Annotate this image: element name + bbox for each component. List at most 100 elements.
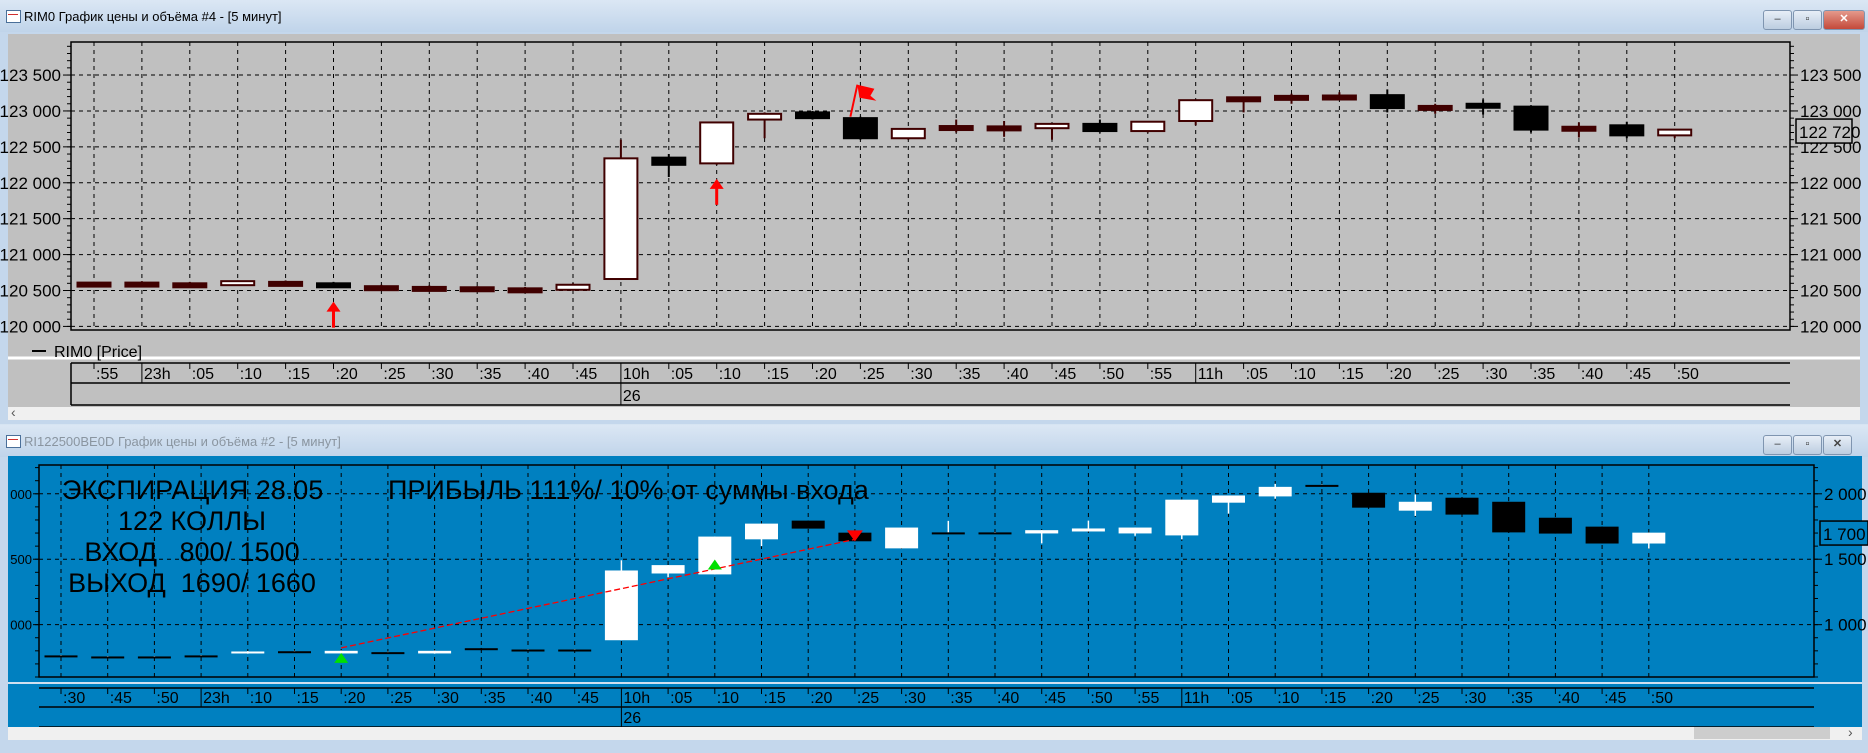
y-axis-label: 122 000 xyxy=(1800,174,1861,193)
candle xyxy=(1212,495,1245,503)
candle xyxy=(184,655,218,658)
y-axis-label-left: 120 500 xyxy=(0,281,61,300)
current-price-box xyxy=(1795,118,1853,144)
candle xyxy=(986,125,1022,132)
close-button[interactable]: ✕ xyxy=(1823,10,1865,30)
time-axis-label: :45 xyxy=(1604,690,1626,707)
time-axis-label: :25 xyxy=(1417,690,1439,707)
close-button[interactable]: ✕ xyxy=(1823,435,1852,455)
y-axis-label-left: 123 500 xyxy=(0,66,61,85)
candle xyxy=(1417,104,1453,111)
price-chart[interactable]: 120 000 120 000 120 500 120 500 121 000 121 0… xyxy=(0,0,1868,424)
candle xyxy=(1178,99,1214,123)
candle xyxy=(699,121,735,165)
time-axis-label: :20 xyxy=(343,690,365,707)
time-axis-label: 23h xyxy=(203,690,230,707)
candle xyxy=(172,282,208,289)
time-axis-label: :25 xyxy=(390,690,412,707)
candle xyxy=(464,648,498,651)
candle xyxy=(747,112,783,121)
candle xyxy=(1492,501,1526,533)
time-axis-label: :45 xyxy=(1629,366,1651,383)
minimize-button[interactable]: – xyxy=(1763,10,1792,30)
time-axis-label: 10h xyxy=(623,690,650,707)
candle xyxy=(459,286,495,293)
candle xyxy=(1321,94,1357,101)
current-price-label: 122 720 xyxy=(1799,123,1860,142)
time-axis-label: :20 xyxy=(1371,690,1393,707)
y-axis-label-left: 000 xyxy=(10,618,32,633)
plot-frame xyxy=(70,41,1791,331)
exit-annotation: ВЫХОД 1690/ 1660 xyxy=(68,568,316,598)
time-axis-label: :30 xyxy=(431,366,453,383)
y-axis-label: 1 000 xyxy=(1824,616,1867,635)
time-axis-label: :55 xyxy=(1137,690,1159,707)
time-axis-label: :25 xyxy=(1437,366,1459,383)
entry-annotation: ВХОД 800/ 1500 xyxy=(84,537,300,567)
time-axis-label: :15 xyxy=(1341,366,1363,383)
scroll-left-arrow[interactable]: ‹ xyxy=(11,404,16,420)
candle xyxy=(1082,122,1118,133)
y-axis-label-left: 123 000 xyxy=(0,102,61,121)
scrollbar-thumb[interactable] xyxy=(1694,727,1830,739)
candle xyxy=(1025,530,1059,534)
time-axis-label: :05 xyxy=(192,366,214,383)
time-axis-label: :30 xyxy=(904,690,926,707)
y-axis-label: 123 000 xyxy=(1800,102,1861,121)
option-price-chart[interactable]: 1 000 000 1 500 500 2 000 000 1 700:30:45:50 23… xyxy=(0,425,1868,753)
candle xyxy=(1561,125,1597,132)
scroll-right-arrow[interactable]: › xyxy=(1848,724,1853,740)
time-axis-label: :35 xyxy=(483,690,505,707)
candle xyxy=(1305,484,1339,487)
time-axis-label: :50 xyxy=(156,690,178,707)
y-axis-label: 1 500 xyxy=(1824,550,1867,569)
time-axis-label: :40 xyxy=(1581,366,1603,383)
time-axis-label: :15 xyxy=(1324,690,1346,707)
time-axis-label: :50 xyxy=(1102,366,1124,383)
time-axis-label: :30 xyxy=(1485,366,1507,383)
chart-window-icon xyxy=(6,10,21,23)
time-axis-label: :45 xyxy=(1044,690,1066,707)
y-axis-label-left: 122 000 xyxy=(0,174,61,193)
time-axis-label: :05 xyxy=(671,366,693,383)
candle xyxy=(1118,527,1152,534)
maximize-button[interactable]: ▫ xyxy=(1793,435,1822,455)
horizontal-scrollbar[interactable]: › xyxy=(8,724,1862,740)
bottom-window-titlebar[interactable]: RI122500BE0D График цены и объёма #2 - [… xyxy=(0,425,1868,457)
candle xyxy=(651,156,687,166)
candle xyxy=(1034,122,1070,130)
candle xyxy=(316,282,351,289)
legend-label: RIM0 [Price] xyxy=(54,344,142,361)
candle xyxy=(91,656,125,659)
candle xyxy=(604,570,638,641)
plot-frame xyxy=(38,464,1815,678)
current-price-label: 1 700 xyxy=(1823,525,1866,544)
top-chart-window: RIM0 График цены и объёма #4 - [5 минут]… xyxy=(0,0,1868,424)
time-axis-label: :05 xyxy=(1246,366,1268,383)
maximize-button[interactable]: ▫ xyxy=(1793,10,1822,30)
time-axis-label: 10h xyxy=(623,366,650,383)
time-axis-label: :20 xyxy=(1389,366,1411,383)
candle xyxy=(76,281,112,288)
time-axis-label: :10 xyxy=(1277,690,1299,707)
entry-marker-icon xyxy=(334,652,349,663)
time-axis-label: :50 xyxy=(1651,690,1673,707)
expiration-annotation: ЭКСПИРАЦИЯ 28.05 xyxy=(62,475,324,505)
minimize-button[interactable]: – xyxy=(1763,435,1792,455)
candle xyxy=(411,285,447,292)
time-axis-label: :20 xyxy=(810,690,832,707)
exit-flag-icon xyxy=(857,84,877,101)
time-axis-label: :05 xyxy=(670,690,692,707)
candle xyxy=(745,523,778,540)
candle xyxy=(603,157,639,281)
candle xyxy=(511,649,545,652)
candle xyxy=(124,281,160,288)
horizontal-scrollbar[interactable]: ‹ xyxy=(8,404,1860,420)
time-axis-label: :45 xyxy=(577,690,599,707)
date-label: 26 xyxy=(623,710,641,727)
top-window-titlebar[interactable]: RIM0 График цены и объёма #4 - [5 минут]… xyxy=(0,0,1868,32)
time-axis-label: :40 xyxy=(530,690,552,707)
candle xyxy=(1538,517,1572,534)
candle xyxy=(44,655,78,658)
candle xyxy=(795,111,830,120)
